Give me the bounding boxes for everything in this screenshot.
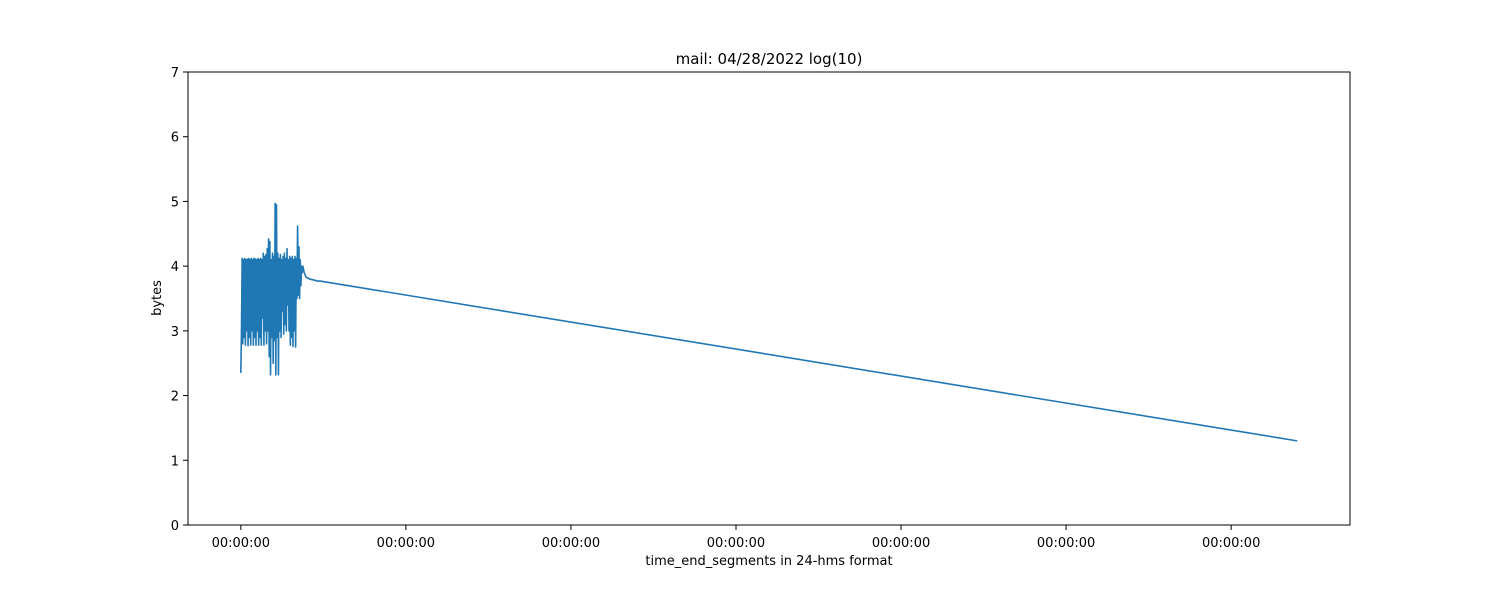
x-tick-label: 00:00:00	[212, 536, 270, 551]
y-tick-label: 6	[171, 131, 179, 146]
x-tick-label: 00:00:00	[542, 536, 600, 551]
x-axis: 00:00:00 00:00:00 00:00:00 00:00:00 00:00:00…	[212, 525, 1260, 551]
y-tick-label: 3	[171, 325, 179, 340]
x-tick-label: 00:00:00	[1037, 536, 1095, 551]
y-tick-label: 0	[171, 519, 179, 534]
chart-title: mail: 04/28/2022 log(10)	[676, 50, 863, 68]
x-tick-label: 00:00:00	[1202, 536, 1260, 551]
series-line	[240, 202, 1298, 442]
y-tick-label: 7	[171, 66, 179, 81]
y-tick-label: 1	[171, 454, 179, 469]
x-tick-label: 00:00:00	[377, 536, 435, 551]
x-tick-label: 00:00:00	[872, 536, 930, 551]
y-tick-label: 2	[171, 390, 179, 405]
x-tick-label: 00:00:00	[707, 536, 765, 551]
y-axis: 0 1 2 3 4 5 6 7	[171, 66, 188, 534]
plot-frame	[187, 71, 1351, 526]
y-axis-label: bytes	[150, 280, 165, 316]
series-layer	[240, 202, 1298, 442]
y-tick-label: 4	[171, 260, 179, 275]
y-tick-label: 5	[171, 195, 179, 210]
x-axis-label: time_end_segments in 24-hms format	[645, 554, 892, 569]
